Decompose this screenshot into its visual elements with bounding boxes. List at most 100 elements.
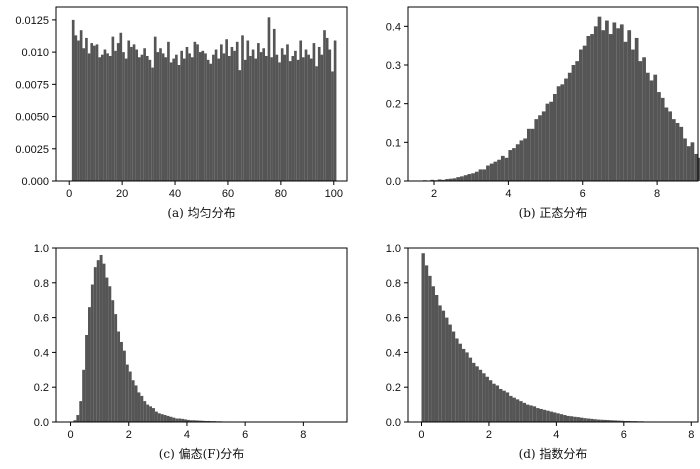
bar [627,30,632,182]
bar [175,54,178,181]
bar [441,310,446,422]
bar [71,19,75,181]
bar [638,61,643,181]
bar [515,144,520,181]
bar [159,48,162,181]
bar [196,44,199,181]
bar [233,50,236,181]
bar [593,419,597,422]
y-tick-label: 0.6 [386,313,401,325]
bar [189,420,193,422]
panel-normal: 2 4 6 8 0.0 0.1 0.2 0.3 0.4 (b) 正态分布 [386,6,700,220]
bar [73,420,77,422]
bar [99,254,103,422]
x-tick-label: 2 [126,429,132,441]
bar [508,150,513,181]
bar [482,373,486,422]
x-tick-label: 0 [67,429,73,441]
bar [448,178,453,181]
bar [620,420,624,422]
bar [241,35,244,181]
bar [93,45,96,181]
bar [601,30,606,182]
bar [192,420,196,422]
bars-normal [422,16,700,182]
bar [563,415,567,422]
bar [175,418,179,422]
bar [198,52,202,181]
x-tick-label: 4 [553,429,559,441]
bar [534,119,539,181]
bar [523,138,527,181]
bar [600,419,604,422]
y-tick-label: 0.000 [21,176,49,188]
bar [430,179,435,181]
bar [546,410,550,422]
bar [206,59,210,182]
bar [283,54,287,181]
bar [478,369,483,422]
bar [488,380,493,422]
bar [431,286,435,422]
caption-normal: (b) 正态分布 [519,206,588,220]
bar [642,57,646,181]
bar [201,420,205,422]
bar [683,138,687,181]
bar [131,380,135,422]
bar [120,341,123,422]
bar [122,350,126,422]
y-tick-label: 1.0 [34,243,49,255]
y-tick-label: 0.0050 [15,112,49,124]
bar [539,408,543,422]
bar [437,179,442,181]
bar [207,420,211,422]
panel-exponential: 0 2 4 6 8 0.0 0.2 0.4 0.6 0.8 1.0 (d) 指数分布 [386,243,699,461]
bar [166,415,170,422]
bar [116,43,120,182]
bar [117,331,121,422]
bar [485,376,489,422]
bar [645,72,650,181]
bar [157,413,161,422]
bar [134,385,138,422]
bar [140,395,144,422]
bar [167,41,170,181]
bar [649,80,654,181]
bar [505,392,510,422]
bar [512,397,516,422]
bar [296,59,300,182]
bar [452,178,457,181]
bar [204,420,208,422]
bar [675,123,680,181]
bar [467,174,472,181]
bar [264,55,268,182]
bar [553,94,557,181]
y-tick-label: 0.1 [386,137,401,149]
bar [172,58,176,182]
bar [93,267,97,422]
bar [428,275,432,422]
x-tick-label: 2 [431,188,437,200]
bar [220,44,223,181]
bar [225,39,228,181]
bar [100,54,104,181]
y-tick-label: 0.2 [386,382,401,394]
y-tick-label: 0.6 [34,313,49,325]
bar [163,415,167,422]
panel-skewed-f: 0 2 4 6 8 0.0 0.2 0.4 0.6 0.8 1.0 (c) 偏态(F)分布 [34,243,348,461]
bar [74,35,78,181]
bar [164,57,168,181]
bar [605,20,609,182]
bar [79,401,83,422]
y-tick-label: 0.010 [21,47,49,59]
bar [569,416,574,422]
x-tick-label: 8 [300,429,306,441]
bar [235,41,239,181]
bar [302,57,305,181]
bar [87,53,91,181]
bar [504,157,509,181]
bar [111,300,115,422]
bar [214,49,218,181]
bar [532,406,537,422]
bar [108,286,112,422]
